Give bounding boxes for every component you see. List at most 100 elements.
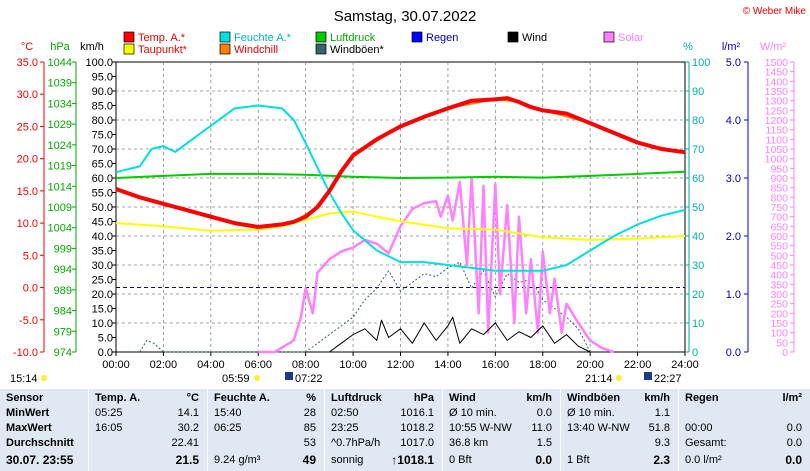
col-current: 21.5: [89, 453, 207, 468]
rain-tick-label: 1.0: [726, 289, 741, 301]
summary-col-4: Wind km/h Ø 10 min. 0.0 10:55 W-NW 11.0 36.8 k…: [443, 389, 561, 471]
humidity-tick-label: 80: [692, 115, 704, 127]
pressure-tick-label: 1029: [48, 119, 72, 131]
marker-sunrise: 05:59: [222, 373, 250, 385]
pressure-tick-label: 1019: [48, 161, 72, 173]
sunrise-icon: [254, 375, 260, 381]
solar-tick-label: 1300: [765, 96, 789, 108]
cell-value: 0.0: [786, 422, 802, 434]
col-header: Wind km/h: [443, 391, 560, 406]
legend-swatch: [123, 31, 135, 43]
col-cell: Ø 10 min. 0.0: [443, 406, 560, 421]
row-label-avg: Durchschnitt: [6, 437, 74, 449]
x-tick-label: 18:00: [529, 359, 557, 371]
cell-value: 1016.1: [400, 407, 434, 419]
summary-col-5: Windböen km/h Ø 10 min. 1.1 13:40 W-NW 51.8 9.…: [561, 389, 679, 471]
solar-tick-label: 1050: [765, 144, 789, 156]
col-title: Feuchte A.: [214, 392, 270, 404]
rain-tick-label: 0.0: [726, 347, 741, 359]
x-tick-label: 04:00: [197, 359, 225, 371]
pressure-tick-label: 1009: [48, 202, 72, 214]
wind-tick-label: 90.0: [92, 86, 113, 98]
legend-label: Luftdruck: [330, 32, 376, 44]
wind-tick-label: 30.0: [92, 260, 113, 272]
col-header: Luftdruck hPa: [325, 391, 442, 406]
cell-label: 00:00: [685, 422, 713, 434]
humidity-tick-label: 20: [692, 289, 704, 301]
col-cell: 22.41: [89, 436, 207, 451]
temp-tick-label: -10.0: [13, 347, 38, 359]
x-tick-label: 14:00: [434, 359, 462, 371]
solar-tick-label: 950: [770, 163, 788, 175]
current-value: 21.5: [175, 453, 199, 467]
legend-swatch: [219, 31, 231, 43]
solar-tick-label: 1350: [765, 86, 789, 98]
x-tick-label: 06:00: [244, 359, 272, 371]
col-header: Windböen km/h: [561, 391, 678, 406]
x-tick-label: 22:00: [624, 359, 652, 371]
row-label-sensor: Sensor: [6, 392, 44, 404]
col-unit: km/h: [644, 392, 670, 404]
cell-value: 1.1: [654, 407, 670, 419]
current-label: 9.24 g/m³: [214, 454, 261, 466]
pressure-tick-label: 1034: [48, 98, 72, 110]
wind-tick-label: 65.0: [92, 159, 113, 171]
cell-label: 16:05: [95, 422, 123, 434]
humidity-unit: %: [683, 41, 693, 53]
pressure-tick-label: 999: [54, 243, 72, 255]
col-header: Regen l/m²: [679, 391, 810, 406]
wind-tick-label: 10.0: [92, 318, 113, 330]
wind-tick-label: 40.0: [92, 231, 113, 243]
cell-value: 51.8: [648, 422, 670, 434]
solar-tick-label: 600: [770, 231, 788, 243]
cell-value: 30.2: [177, 422, 199, 434]
cell-label: Gesamt:: [685, 437, 727, 449]
solar-tick-label: 400: [770, 270, 788, 282]
pressure-tick-label: 979: [54, 326, 72, 338]
temp-tick-label: 15.0: [17, 186, 38, 198]
wind-tick-label: 75.0: [92, 130, 113, 142]
col-cell: 10:55 W-NW 11.0: [443, 421, 560, 436]
temp-tick-label: 35.0: [17, 57, 38, 69]
rain-tick-label: 3.0: [726, 173, 741, 185]
current-label: sonnig: [331, 454, 364, 466]
solar-tick-label: 650: [770, 221, 788, 233]
col-cell: 9.3: [561, 436, 678, 451]
temp-tick-label: 25.0: [17, 121, 38, 133]
pressure-tick-label: 984: [54, 306, 72, 318]
summary-col-6: Regen l/m² 00:00 0.0 Gesamt: 0.0 0.0 l/m² 0.0: [679, 389, 810, 471]
col-cell: 13:40 W-NW 51.8: [561, 421, 678, 436]
cell-value: 85: [303, 422, 316, 434]
row-label-min: MinWert: [6, 407, 50, 419]
humidity-tick-label: 60: [692, 173, 704, 185]
series-taupunkt: [115, 210, 686, 241]
solar-tick-label: 700: [770, 212, 788, 224]
cell-label: 02:50: [331, 407, 359, 419]
pressure-tick-label: 989: [54, 285, 72, 297]
solar-unit: W/m²: [760, 41, 787, 53]
moonrise-icon: [285, 372, 293, 380]
cell-value: 28: [303, 407, 316, 419]
col-cell: 53: [208, 436, 324, 451]
wind-unit: km/h: [80, 41, 104, 53]
solar-tick-label: 550: [770, 241, 788, 253]
marker-sunset: 21:14: [585, 373, 613, 385]
col-cell: 36.8 km 1.5: [443, 436, 560, 451]
sunset-icon: [616, 375, 622, 381]
wind-tick-label: 0.0: [98, 347, 113, 359]
wind-tick-label: 60.0: [92, 173, 113, 185]
current-value: 2.3: [653, 453, 670, 467]
legend-label: Temp. A.*: [138, 32, 186, 44]
legend-swatch: [507, 31, 519, 43]
solar-tick-label: 1450: [765, 67, 789, 79]
col-cell: 15:40 28: [208, 406, 324, 421]
col-header: Feuchte A.%: [208, 391, 324, 406]
current-label: 1 Bft: [567, 454, 590, 466]
cell-label: Ø 10 min.: [567, 407, 615, 419]
wind-tick-label: 35.0: [92, 246, 113, 258]
legend-swatch: [315, 43, 327, 55]
col-title: Wind: [449, 392, 476, 404]
col-cell: Gesamt: 0.0: [679, 436, 810, 451]
cell-label: 36.8 km: [449, 437, 489, 449]
cell-value: 14.1: [177, 407, 199, 419]
